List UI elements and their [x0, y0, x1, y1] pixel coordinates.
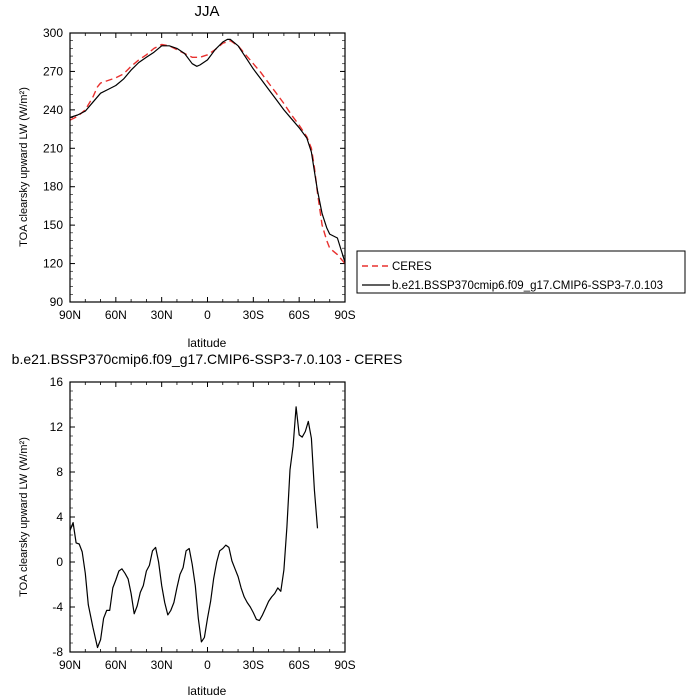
legend-label-model: b.e21.BSSP370cmip6.f09_g17.CMIP6-SSP3-7.… [392, 280, 663, 292]
top-x-tick-label: 30N [151, 308, 173, 322]
bottom-panel: b.e21.BSSP370cmip6.f09_g17.CMIP6-SSP3-7.… [12, 351, 403, 698]
bottom-x-tick-label: 0 [204, 658, 211, 672]
top-panel: JJA 90N 60N 30N 0 30S 60S 90S 90 120 150 180 210 240… [18, 3, 356, 350]
top-x-tick-label: 90S [334, 308, 355, 322]
bottom-x-axis-label: latitude [188, 684, 227, 698]
top-x-tick-label: 60S [288, 308, 309, 322]
bottom-y-axis-label: TOA clearsky upward LW (W/m²) [18, 437, 30, 597]
bottom-x-tick-label: 30N [151, 658, 173, 672]
bottom-axes: 90N 60N 30N 0 30S 60S 90S -8 -4 0 4 8 12 16 [50, 375, 356, 672]
top-x-tick-label: 90N [59, 308, 81, 322]
top-y-tick-label: 180 [43, 180, 63, 194]
top-y-axis-label: TOA clearsky upward LW (W/m²) [18, 87, 30, 247]
top-x-tick-label: 60N [105, 308, 127, 322]
bottom-plot-frame [69, 381, 346, 653]
bottom-y-tick-label: -8 [52, 645, 63, 659]
bottom-x-tick-label: 60S [288, 658, 309, 672]
bottom-x-tick-label: 90N [59, 658, 81, 672]
bottom-x-tick-label: 90S [334, 658, 355, 672]
top-x-axis-label: latitude [188, 336, 227, 350]
top-x-tick-label: 0 [204, 308, 211, 322]
top-plot-frame [69, 32, 346, 303]
legend-label-ceres: CERES [392, 261, 432, 273]
bottom-y-tick-label: 0 [56, 555, 63, 569]
top-x-tick-label: 30S [243, 308, 264, 322]
bottom-y-tick-label: -4 [52, 600, 63, 614]
bottom-y-tick-label: 16 [50, 375, 64, 389]
bottom-y-tick-label: 8 [56, 465, 63, 479]
bottom-y-tick-label: 12 [50, 420, 64, 434]
top-series-line-ceres [69, 40, 346, 265]
bottom-y-tick-label: 4 [56, 510, 63, 524]
bottom-x-tick-label: 60N [105, 658, 127, 672]
top-y-tick-label: 300 [43, 26, 63, 40]
top-chart-title: JJA [194, 3, 219, 20]
top-series-line-model [69, 38, 346, 263]
top-y-tick-label: 270 [43, 64, 63, 78]
top-y-tick-label: 90 [50, 295, 64, 309]
bottom-x-tick-label: 30S [243, 658, 264, 672]
bottom-series-line-difference [69, 406, 319, 649]
top-y-tick-label: 120 [43, 257, 63, 271]
bottom-chart-title: b.e21.BSSP370cmip6.f09_g17.CMIP6-SSP3-7.… [12, 351, 403, 367]
top-y-tick-label: 210 [43, 141, 63, 155]
top-y-tick-label: 150 [43, 218, 63, 232]
legend-box [356, 250, 686, 294]
top-legend: CERES b.e21.BSSP370cmip6.f09_g17.CMIP6-S… [356, 250, 686, 294]
top-axes: 90N 60N 30N 0 30S 60S 90S 90 120 150 180 210 240 270 3… [43, 26, 356, 322]
top-y-tick-label: 240 [43, 103, 63, 117]
